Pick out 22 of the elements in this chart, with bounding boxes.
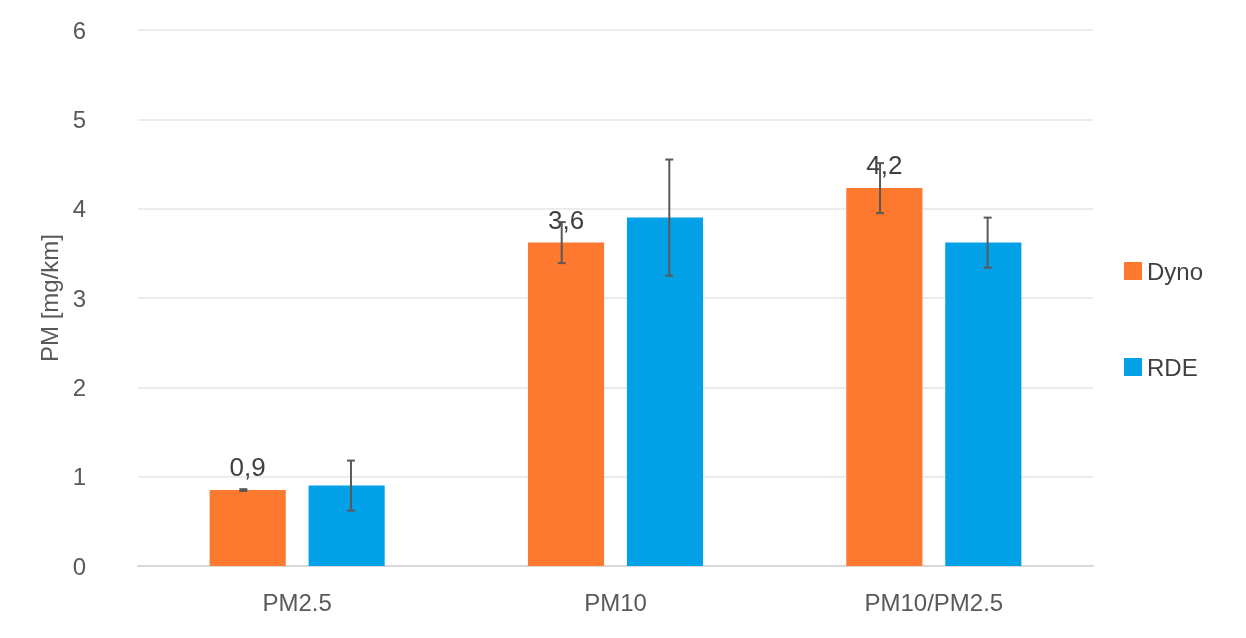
x-tick-label: PM10/PM2.5 bbox=[864, 588, 1004, 616]
y-tick-label: 2 bbox=[72, 373, 86, 401]
data-label: 3,6 bbox=[547, 204, 585, 235]
y-tick-label: 3 bbox=[72, 284, 86, 312]
x-tick-label: PM10 bbox=[584, 588, 647, 616]
y-tick-label: 1 bbox=[72, 463, 86, 491]
bar bbox=[209, 490, 286, 566]
bar bbox=[945, 242, 1022, 566]
legend-label: Dyno bbox=[1146, 257, 1203, 285]
x-tick-label: PM2.5 bbox=[262, 588, 332, 616]
bar bbox=[626, 217, 704, 566]
y-tick-label: 4 bbox=[72, 195, 86, 223]
legend-label: RDE bbox=[1146, 353, 1198, 381]
data-label: 0,9 bbox=[229, 452, 266, 483]
y-axis-title: PM [mg/km] bbox=[36, 233, 64, 363]
bar bbox=[308, 485, 385, 566]
data-label: 4,2 bbox=[866, 150, 903, 181]
bar bbox=[846, 188, 923, 566]
y-tick-label: 0 bbox=[72, 552, 86, 580]
bar bbox=[527, 242, 605, 566]
y-tick-label: 5 bbox=[72, 105, 86, 133]
y-tick-label: 6 bbox=[72, 16, 86, 44]
